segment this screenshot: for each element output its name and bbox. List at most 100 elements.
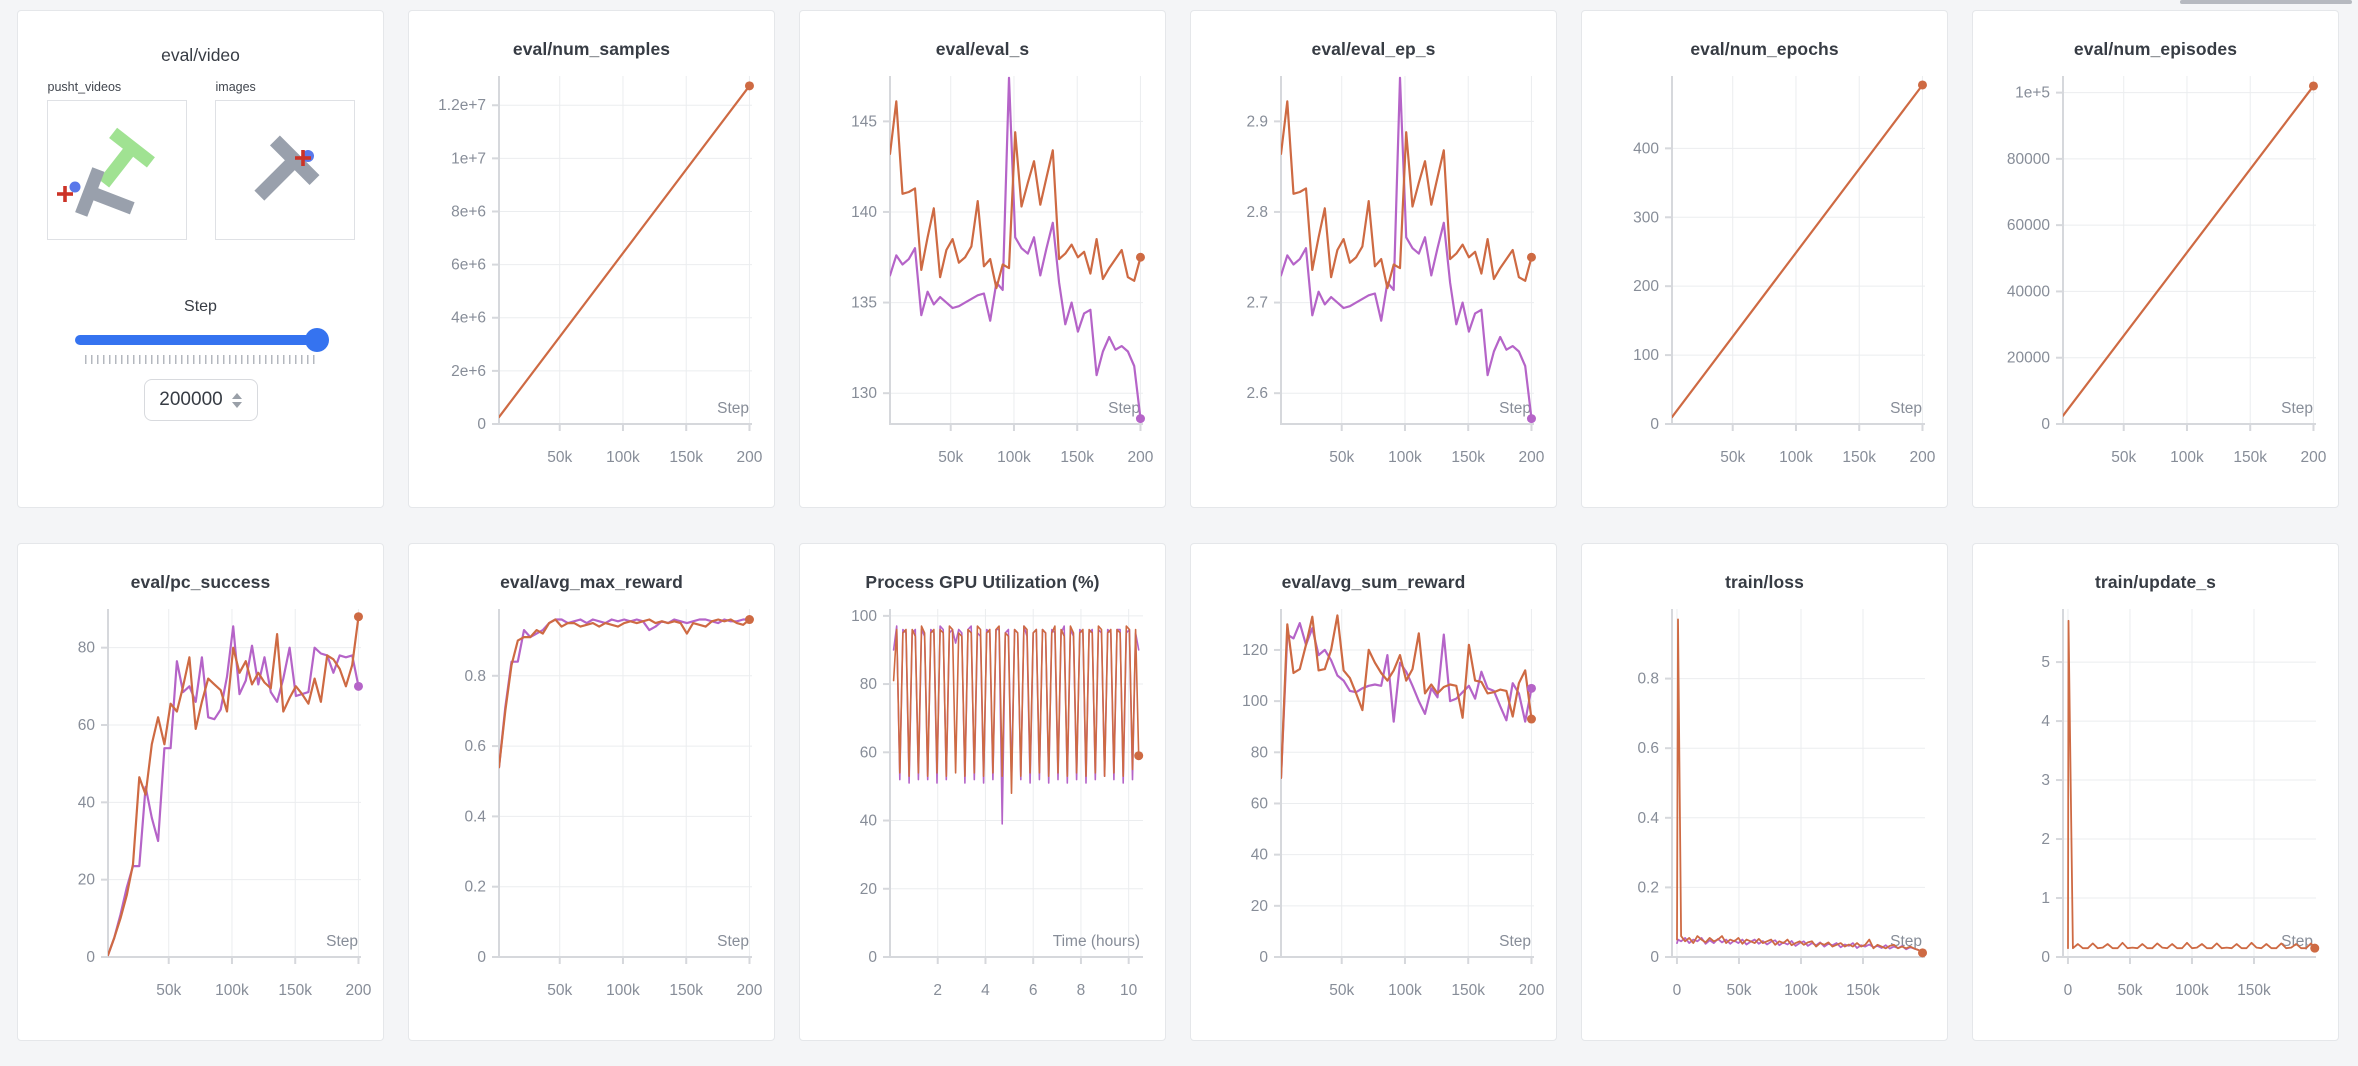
svg-text:2: 2 — [2041, 831, 2050, 848]
chart-title: eval/num_samples — [512, 39, 671, 59]
media-label: pusht_videos — [47, 80, 122, 94]
svg-text:0.6: 0.6 — [1637, 740, 1659, 757]
metrics-dashboard: eval/video pusht_videos — [17, 10, 2339, 1041]
line-chart[interactable]: 50k 100k 150k 200 130 135 140 145 Step — [800, 64, 1165, 492]
chart-title: eval/eval_s — [935, 39, 1030, 59]
stepper-arrows[interactable] — [231, 392, 242, 408]
increment-icon[interactable] — [231, 392, 242, 399]
line-chart[interactable]: 50k 100k 150k 200 0 20 40 60 80 Step — [18, 597, 383, 1025]
svg-text:200: 200 — [2301, 449, 2327, 466]
series-end-dot-run-purple — [353, 681, 363, 691]
slider-thumb[interactable] — [304, 328, 329, 352]
decrement-icon[interactable] — [231, 401, 242, 408]
line-chart[interactable]: 50k 100k 150k 200 0 100 200 300 400 Step — [1582, 64, 1947, 492]
x-axis-label: Step — [1890, 933, 1922, 950]
chart-panel-eval-num-samples: eval/num_samples 50k 100k 150k 200 0 2e+6 4e+6… — [408, 10, 775, 508]
svg-text:0: 0 — [2064, 982, 2073, 999]
line-chart[interactable]: 50k 100k 150k 200 0 2e+6 4e+6 6e+6 8e+6 1e+7 1.2e+… — [409, 64, 774, 492]
step-slider[interactable] — [74, 328, 329, 352]
panel-title: eval/video — [161, 45, 240, 65]
svg-text:135: 135 — [851, 295, 877, 312]
x-axis-label: Step — [1499, 400, 1531, 417]
x-axis-label: Step — [2281, 933, 2313, 950]
series-run-orange — [1281, 614, 1533, 779]
svg-text:2.9: 2.9 — [1246, 113, 1268, 130]
svg-text:140: 140 — [851, 204, 877, 221]
svg-text:150k: 150k — [1842, 449, 1876, 466]
svg-text:50k: 50k — [156, 982, 181, 999]
series-run-orange — [108, 615, 360, 957]
svg-text:20: 20 — [1251, 898, 1269, 915]
chart-title: eval/avg_sum_reward — [1281, 572, 1466, 592]
line-chart[interactable]: 50k 100k 150k 200 0 0.2 0.4 0.6 0.8 Step — [409, 597, 774, 1025]
panel-eval-video: eval/video pusht_videos — [17, 10, 384, 508]
svg-text:4: 4 — [2041, 713, 2050, 730]
svg-text:0: 0 — [1650, 416, 1659, 433]
series-end-dot-run-orange — [744, 615, 754, 625]
svg-text:40: 40 — [1251, 847, 1269, 864]
step-slider-label: Step — [184, 298, 217, 315]
svg-text:100k: 100k — [606, 449, 640, 466]
svg-text:100: 100 — [1633, 347, 1659, 364]
chart-panel-eval-eval-ep-s: eval/eval_ep_s 50k 100k 150k 200 2.6 2.7 2.8 2.… — [1190, 10, 1557, 508]
chart-panel-eval-avg-sum-reward: eval/avg_sum_reward 50k 100k 150k 200 0 20 40 6… — [1190, 543, 1557, 1041]
svg-text:150k: 150k — [1451, 982, 1485, 999]
svg-text:50k: 50k — [1329, 982, 1354, 999]
series-run-purple — [890, 76, 1142, 420]
line-chart[interactable]: 0 50k 100k 150k 0 1 2 3 4 5 Step — [1973, 597, 2338, 1025]
line-chart[interactable]: 0 50k 100k 150k 0 0.2 0.4 0.6 0.8 Step — [1582, 597, 1947, 1025]
series-run-orange — [2063, 84, 2315, 417]
svg-text:150k: 150k — [2233, 449, 2267, 466]
series-end-dot-run-orange — [1134, 751, 1144, 761]
slider-track[interactable] — [74, 335, 327, 345]
svg-text:1: 1 — [2041, 890, 2050, 907]
series-run-orange — [1281, 100, 1533, 290]
series-run-purple — [1676, 936, 1924, 954]
pusht-scene-icon — [56, 127, 155, 217]
chart-title: Process GPU Utilization (%) — [865, 572, 1100, 592]
svg-text:400: 400 — [1633, 140, 1659, 157]
chart-panel-eval-num-epochs: eval/num_epochs 50k 100k 150k 200 0 100 200 300… — [1581, 10, 1948, 508]
agent-dot-icon — [69, 181, 80, 193]
svg-text:6e+6: 6e+6 — [451, 257, 486, 274]
video-thumbnail-pusht[interactable] — [46, 100, 187, 240]
series-end-dot-run-orange — [2310, 943, 2320, 953]
chart-panel-eval-num-episodes: eval/num_episodes 50k 100k 150k 200 0 20000 40… — [1972, 10, 2339, 508]
step-number-input[interactable]: 200000 — [143, 379, 258, 421]
svg-text:150k: 150k — [1846, 982, 1880, 999]
svg-text:0.8: 0.8 — [464, 668, 486, 685]
svg-text:0.4: 0.4 — [464, 808, 486, 825]
svg-text:50k: 50k — [547, 449, 572, 466]
svg-text:1e+5: 1e+5 — [2015, 85, 2050, 102]
svg-text:130: 130 — [851, 385, 877, 402]
media-item-pusht-videos: pusht_videos — [46, 80, 187, 240]
svg-text:100: 100 — [1242, 693, 1268, 710]
svg-text:0: 0 — [1673, 982, 1682, 999]
series-end-dot-run-orange — [1526, 252, 1536, 262]
svg-text:80: 80 — [860, 676, 878, 693]
image-thumbnail[interactable] — [214, 100, 355, 240]
clipped-element-edge — [2180, 0, 2352, 4]
series-run-orange — [499, 84, 751, 419]
gray-tee-icon — [74, 167, 135, 217]
svg-text:0.8: 0.8 — [1637, 671, 1659, 688]
line-chart[interactable]: 50k 100k 150k 200 0 20 40 60 80 100 120 Step — [1191, 597, 1556, 1025]
x-axis-label: Time (hours) — [1053, 933, 1140, 950]
step-value[interactable]: 200000 — [159, 389, 223, 410]
svg-text:0: 0 — [2041, 949, 2050, 966]
svg-text:150k: 150k — [278, 982, 312, 999]
svg-text:20: 20 — [860, 881, 878, 898]
line-chart[interactable]: 50k 100k 150k 200 2.6 2.7 2.8 2.9 Step — [1191, 64, 1556, 492]
svg-text:200: 200 — [1910, 449, 1936, 466]
series-end-dot-run-orange — [1135, 252, 1145, 262]
x-axis-label: Step — [2281, 400, 2313, 417]
svg-text:3: 3 — [2041, 772, 2050, 789]
series-end-dot-run-orange — [1918, 948, 1928, 958]
svg-text:200: 200 — [1519, 982, 1545, 999]
svg-text:100k: 100k — [1388, 449, 1422, 466]
svg-text:120: 120 — [1242, 642, 1268, 659]
svg-text:200: 200 — [737, 449, 763, 466]
chart-panel-train-loss: train/loss 0 50k 100k 150k 0 0.2 0.4 0.6 0.8 Step — [1581, 543, 1948, 1041]
line-chart[interactable]: 50k 100k 150k 200 0 20000 40000 60000 80000 1e+5 S… — [1973, 64, 2338, 492]
